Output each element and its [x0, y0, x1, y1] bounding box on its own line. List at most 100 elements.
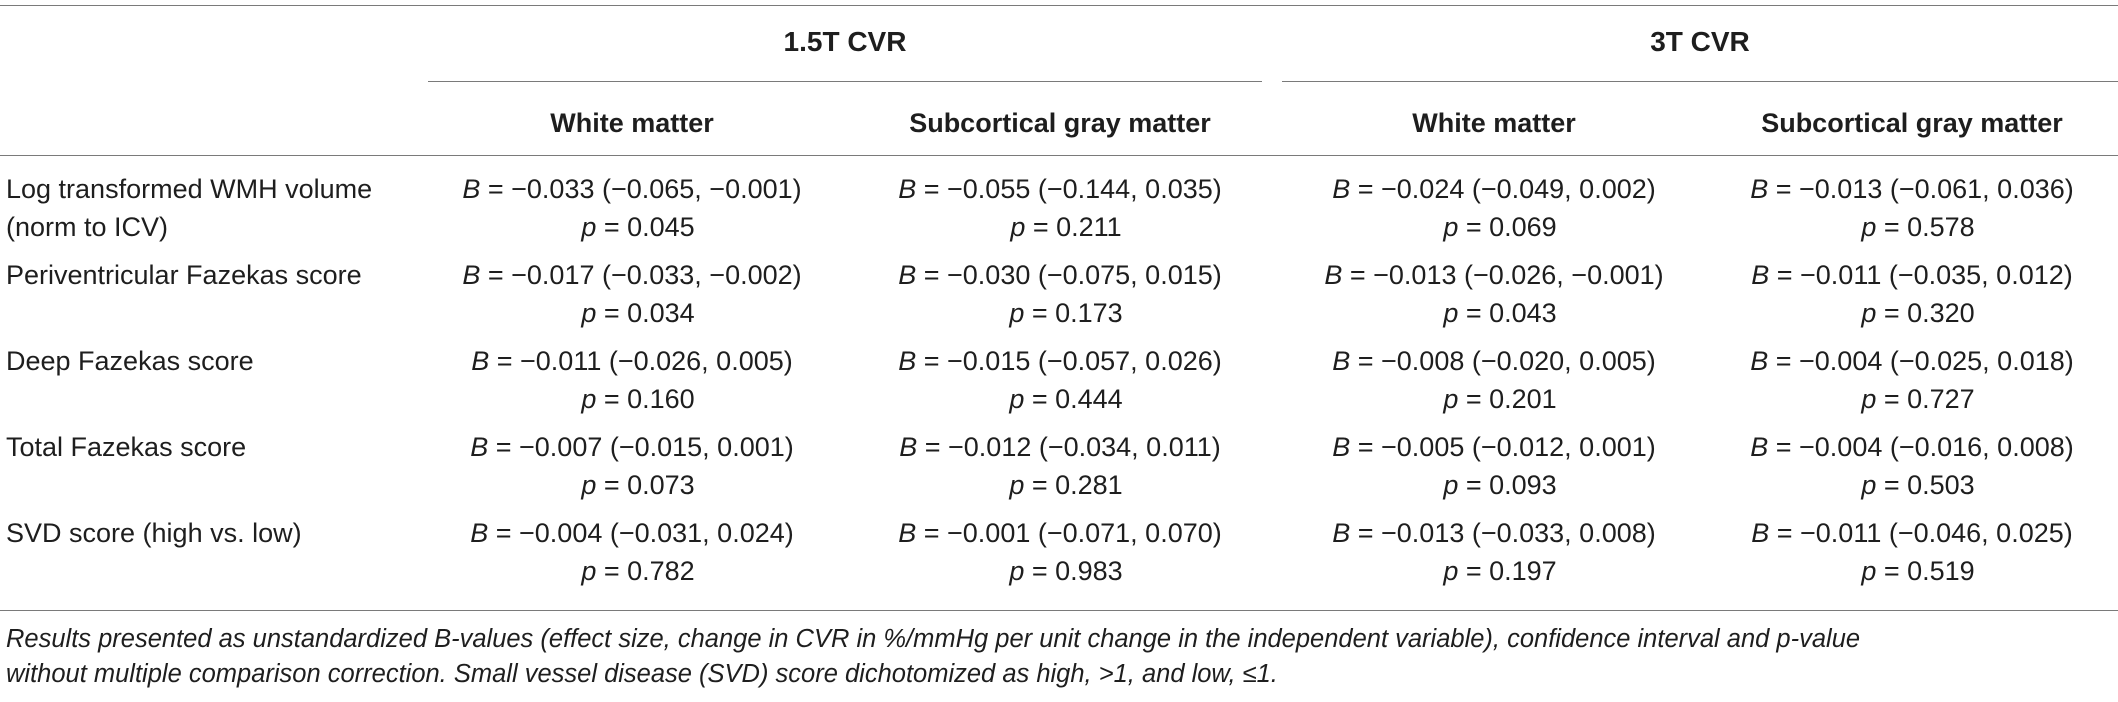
- table-cell: B = −0.030 (−0.075, 0.015) p = 0.173: [848, 256, 1272, 332]
- column-header-subcortical-gray-matter-3t: Subcortical gray matter: [1761, 108, 2063, 138]
- table-cell: B = −0.013 (−0.033, 0.008) p = 0.197: [1282, 514, 1706, 590]
- p-symbol: p: [581, 470, 597, 500]
- row-label-text-continued: (norm to ICV): [6, 212, 169, 242]
- p-symbol: p: [1861, 298, 1877, 328]
- column-header-subcortical-gray-matter-1-5t: Subcortical gray matter: [909, 108, 1211, 138]
- b-value: = −0.013 (−0.033, 0.008): [1350, 518, 1656, 548]
- b-value: = −0.005 (−0.012, 0.001): [1350, 432, 1656, 462]
- p-value: = 0.782: [596, 556, 695, 586]
- table-body: Log transformed WMH volume (norm to ICV)…: [0, 170, 2118, 600]
- table-row: Log transformed WMH volume (norm to ICV)…: [0, 170, 2118, 256]
- header-bottom-rule: [0, 155, 2118, 156]
- table-cell: B = −0.013 (−0.061, 0.036) p = 0.578: [1706, 170, 2118, 246]
- p-symbol: p: [1443, 212, 1459, 242]
- p-symbol: p: [1443, 298, 1459, 328]
- table-cell: B = −0.001 (−0.071, 0.070) p = 0.983: [848, 514, 1272, 590]
- p-symbol: p: [1009, 470, 1025, 500]
- b-value: = −0.017 (−0.033, −0.002): [480, 260, 802, 290]
- p-value: = 0.073: [596, 470, 695, 500]
- b-symbol: B: [1332, 346, 1351, 376]
- b-symbol: B: [462, 260, 481, 290]
- table-row: Periventricular Fazekas score B = −0.017…: [0, 256, 2118, 342]
- p-value: = 0.173: [1024, 298, 1123, 328]
- table-cell: B = −0.004 (−0.031, 0.024) p = 0.782: [420, 514, 844, 590]
- table-cell: B = −0.033 (−0.065, −0.001) p = 0.045: [420, 170, 844, 246]
- b-symbol: B: [470, 518, 489, 548]
- b-symbol: B: [1332, 432, 1351, 462]
- p-value: = 0.519: [1876, 556, 1975, 586]
- p-symbol: p: [1443, 556, 1459, 586]
- p-value: = 0.503: [1876, 470, 1975, 500]
- p-symbol: p: [1443, 384, 1459, 414]
- b-symbol: B: [1750, 432, 1769, 462]
- table-cell: B = −0.011 (−0.046, 0.025) p = 0.519: [1706, 514, 2118, 590]
- p-symbol: p: [1443, 470, 1459, 500]
- group-rule-1-5t: [428, 81, 1262, 82]
- p-symbol: p: [1009, 298, 1025, 328]
- p-value: = 0.093: [1458, 470, 1557, 500]
- p-value: = 0.727: [1876, 384, 1975, 414]
- p-symbol: p: [581, 298, 597, 328]
- b-symbol: B: [1332, 518, 1351, 548]
- b-value: = −0.055 (−0.144, 0.035): [916, 174, 1222, 204]
- table-cell: B = −0.011 (−0.026, 0.005) p = 0.160: [420, 342, 844, 418]
- footnote-line-2: without multiple comparison correction. …: [6, 660, 1278, 688]
- p-value: = 0.444: [1024, 384, 1123, 414]
- group-header-1-5t-cvr: 1.5T CVR: [783, 26, 907, 57]
- b-value: = −0.004 (−0.025, 0.018): [1768, 346, 2074, 376]
- b-value: = −0.004 (−0.031, 0.024): [488, 518, 794, 548]
- row-label-text: Log transformed WMH volume: [6, 174, 373, 204]
- b-symbol: B: [1750, 346, 1769, 376]
- table-footnote: Results presented as unstandardized B-va…: [6, 622, 2106, 692]
- b-value: = −0.030 (−0.075, 0.015): [916, 260, 1222, 290]
- row-label: Total Fazekas score: [6, 432, 247, 462]
- b-symbol: B: [470, 432, 489, 462]
- b-symbol: B: [898, 518, 917, 548]
- b-value: = −0.012 (−0.034, 0.011): [917, 432, 1221, 462]
- p-value: = 0.578: [1876, 212, 1975, 242]
- row-label: Periventricular Fazekas score: [6, 260, 362, 290]
- b-symbol: B: [898, 260, 917, 290]
- group-rule-3t: [1282, 81, 2118, 82]
- p-symbol: p: [1009, 556, 1025, 586]
- table-cell: B = −0.007 (−0.015, 0.001) p = 0.073: [420, 428, 844, 504]
- table-cell: B = −0.015 (−0.057, 0.026) p = 0.444: [848, 342, 1272, 418]
- column-header-white-matter-3t: White matter: [1412, 108, 1576, 138]
- table-row: SVD score (high vs. low) B = −0.004 (−0.…: [0, 514, 2118, 600]
- p-symbol: p: [1861, 384, 1877, 414]
- b-symbol: B: [898, 174, 917, 204]
- table-cell: B = −0.024 (−0.049, 0.002) p = 0.069: [1282, 170, 1706, 246]
- p-value: = 0.045: [596, 212, 695, 242]
- b-symbol: B: [1751, 260, 1770, 290]
- table-cell: B = −0.008 (−0.020, 0.005) p = 0.201: [1282, 342, 1706, 418]
- p-value: = 0.197: [1458, 556, 1557, 586]
- p-symbol: p: [1009, 384, 1025, 414]
- p-symbol: p: [1861, 470, 1877, 500]
- b-symbol: B: [1332, 174, 1351, 204]
- b-symbol: B: [1750, 174, 1769, 204]
- table-cell: B = −0.055 (−0.144, 0.035) p = 0.211: [848, 170, 1272, 246]
- b-value: = −0.024 (−0.049, 0.002): [1350, 174, 1656, 204]
- p-value: = 0.034: [596, 298, 695, 328]
- p-symbol: p: [581, 212, 597, 242]
- p-symbol: p: [1861, 212, 1877, 242]
- table-bottom-rule: [0, 610, 2118, 611]
- table-row: Deep Fazekas score B = −0.011 (−0.026, 0…: [0, 342, 2118, 428]
- p-value: = 0.201: [1458, 384, 1557, 414]
- p-symbol: p: [581, 556, 597, 586]
- p-value: = 0.281: [1024, 470, 1123, 500]
- p-value: = 0.320: [1876, 298, 1975, 328]
- table-cell: B = −0.011 (−0.035, 0.012) p = 0.320: [1706, 256, 2118, 332]
- b-value: = −0.004 (−0.016, 0.008): [1768, 432, 2074, 462]
- b-value: = −0.001 (−0.071, 0.070): [916, 518, 1222, 548]
- p-value: = 0.211: [1025, 212, 1122, 242]
- p-symbol: p: [1010, 212, 1026, 242]
- table-cell: B = −0.013 (−0.026, −0.001) p = 0.043: [1282, 256, 1706, 332]
- p-value: = 0.983: [1024, 556, 1123, 586]
- b-value: = −0.033 (−0.065, −0.001): [480, 174, 802, 204]
- table-cell: B = −0.017 (−0.033, −0.002) p = 0.034: [420, 256, 844, 332]
- b-symbol: B: [1324, 260, 1343, 290]
- b-value: = −0.013 (−0.026, −0.001): [1342, 260, 1664, 290]
- footnote-line-1: Results presented as unstandardized B-va…: [6, 625, 1861, 653]
